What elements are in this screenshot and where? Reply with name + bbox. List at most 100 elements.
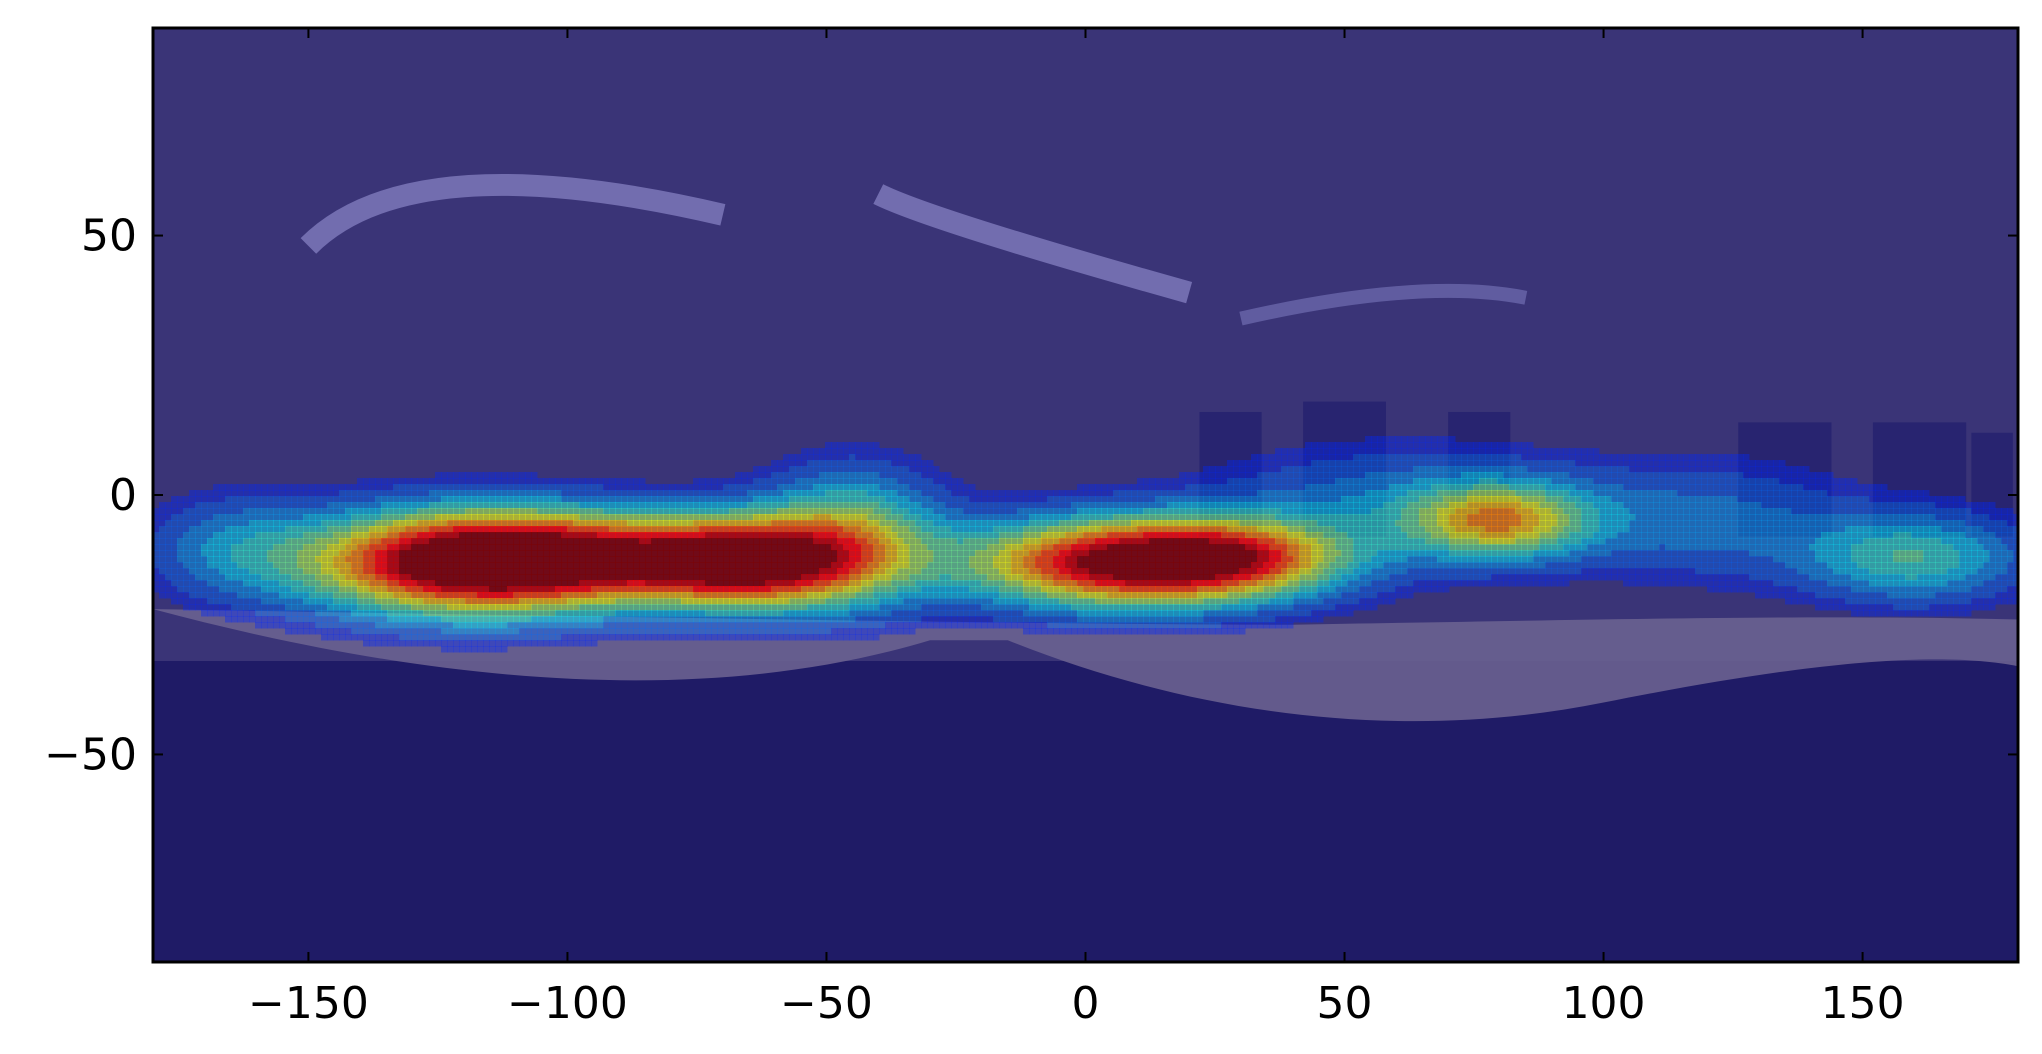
heat-cell bbox=[861, 442, 868, 449]
heat-cell bbox=[1449, 466, 1456, 473]
heat-cell bbox=[471, 562, 478, 569]
heat-cell bbox=[417, 538, 424, 545]
heat-cell bbox=[507, 538, 514, 545]
heat-cell bbox=[1023, 490, 1030, 497]
heat-cell bbox=[969, 502, 976, 509]
heat-cell bbox=[1053, 556, 1060, 563]
heat-cell bbox=[1197, 556, 1204, 563]
heat-cell bbox=[507, 556, 514, 563]
heat-cell bbox=[1827, 544, 1834, 551]
heat-cell bbox=[1299, 532, 1306, 539]
heat-cell bbox=[1773, 496, 1780, 503]
heat-cell bbox=[225, 544, 232, 551]
heat-cell bbox=[165, 550, 172, 557]
heat-cell bbox=[1533, 514, 1540, 521]
heat-cell bbox=[1281, 544, 1288, 551]
heat-cell bbox=[1569, 472, 1576, 479]
heat-cell bbox=[621, 484, 628, 491]
heat-cell bbox=[1383, 514, 1390, 521]
heat-cell bbox=[1107, 490, 1114, 497]
heat-cell bbox=[339, 496, 346, 503]
heat-cell bbox=[495, 556, 502, 563]
heat-cell bbox=[1581, 478, 1588, 485]
heat-cell bbox=[783, 454, 790, 461]
heat-cell bbox=[849, 556, 856, 563]
heat-cell bbox=[501, 502, 508, 509]
heat-cell bbox=[399, 520, 406, 527]
heat-cell bbox=[1803, 466, 1810, 473]
heat-cell bbox=[777, 508, 784, 515]
heat-cell bbox=[1365, 520, 1372, 527]
heat-cell bbox=[1815, 508, 1822, 515]
heat-cell bbox=[1491, 550, 1498, 557]
heat-cell bbox=[159, 502, 166, 509]
heat-cell bbox=[1551, 460, 1558, 467]
heat-cell bbox=[351, 496, 358, 503]
heat-cell bbox=[159, 556, 166, 563]
heat-cell bbox=[2001, 556, 2008, 563]
heat-cell bbox=[1905, 538, 1912, 545]
heat-cell bbox=[1761, 484, 1768, 491]
heat-cell bbox=[267, 514, 274, 521]
heat-cell bbox=[1161, 514, 1168, 521]
heat-cell bbox=[561, 508, 568, 515]
heat-cell bbox=[1563, 520, 1570, 527]
heat-cell bbox=[435, 484, 442, 491]
heat-cell bbox=[267, 484, 274, 491]
heat-cell bbox=[501, 562, 508, 569]
heat-cell bbox=[1533, 508, 1540, 515]
heat-cell bbox=[993, 526, 1000, 533]
heat-cell bbox=[1659, 496, 1666, 503]
heat-cell bbox=[1425, 556, 1432, 563]
heat-cell bbox=[537, 514, 544, 521]
heat-cell bbox=[717, 490, 724, 497]
heat-cell bbox=[765, 520, 772, 527]
heat-cell bbox=[1659, 472, 1666, 479]
heat-cell bbox=[549, 478, 556, 485]
heat-cell bbox=[1095, 538, 1102, 545]
heat-cell bbox=[1971, 526, 1978, 533]
heat-cell bbox=[501, 538, 508, 545]
heat-cell bbox=[729, 520, 736, 527]
heat-cell bbox=[927, 508, 934, 515]
heat-cell bbox=[1719, 544, 1726, 551]
heat-cell bbox=[627, 532, 634, 539]
heat-cell bbox=[1839, 526, 1846, 533]
heat-cell bbox=[1173, 484, 1180, 491]
heat-cell bbox=[609, 478, 616, 485]
heat-cell bbox=[471, 520, 478, 527]
heat-cell bbox=[273, 544, 280, 551]
heat-cell bbox=[1707, 496, 1714, 503]
heat-cell bbox=[1575, 532, 1582, 539]
heat-cell bbox=[1293, 490, 1300, 497]
heat-cell bbox=[393, 538, 400, 545]
heat-cell bbox=[867, 526, 874, 533]
heat-cell bbox=[1335, 466, 1342, 473]
heat-cell bbox=[1203, 484, 1210, 491]
heat-cell bbox=[1353, 478, 1360, 485]
heat-cell bbox=[1617, 544, 1624, 551]
heat-cell bbox=[885, 520, 892, 527]
heat-cell bbox=[495, 520, 502, 527]
heat-cell bbox=[753, 496, 760, 503]
heat-cell bbox=[639, 520, 646, 527]
heat-cell bbox=[1845, 520, 1852, 527]
heat-cell bbox=[315, 538, 322, 545]
heat-cell bbox=[447, 532, 454, 539]
heat-cell bbox=[645, 490, 652, 497]
heat-cell bbox=[459, 502, 466, 509]
heat-cell bbox=[1425, 472, 1432, 479]
heat-cell bbox=[975, 544, 982, 551]
heat-cell bbox=[447, 550, 454, 557]
heat-cell bbox=[831, 466, 838, 473]
heat-cell bbox=[585, 508, 592, 515]
heat-cell bbox=[999, 544, 1006, 551]
heat-cell bbox=[1251, 514, 1258, 521]
heat-cell bbox=[675, 520, 682, 527]
heat-cell bbox=[909, 508, 916, 515]
heat-cell bbox=[897, 484, 904, 491]
heat-cell bbox=[1923, 496, 1930, 503]
heat-cell bbox=[981, 538, 988, 545]
heat-cell bbox=[1851, 526, 1858, 533]
heat-cell bbox=[1593, 544, 1600, 551]
